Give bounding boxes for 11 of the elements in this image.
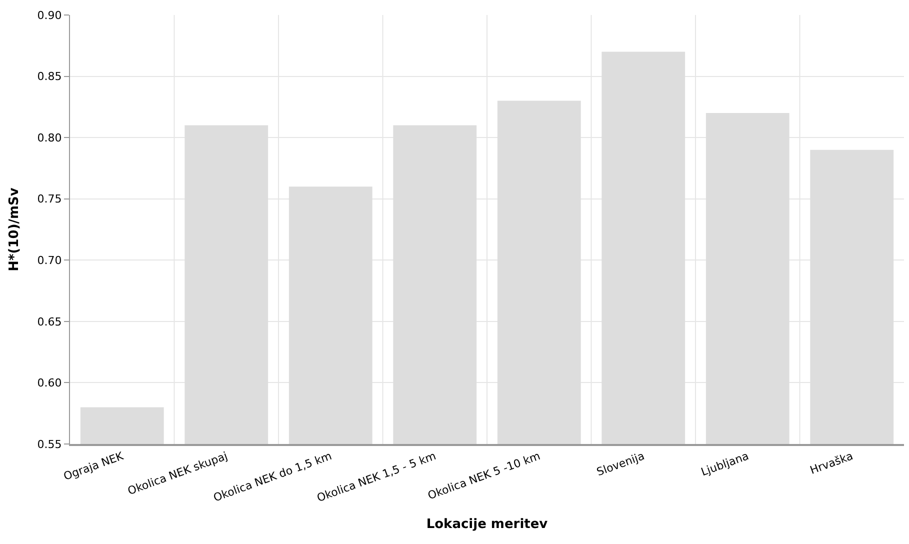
- y-tick-label: 0.85: [37, 70, 62, 84]
- y-tick-label: 0.55: [37, 438, 62, 451]
- y-tick-label: 0.90: [37, 8, 62, 22]
- x-axis-title: Lokacije meritev: [426, 516, 548, 532]
- y-tick-label: 0.70: [37, 254, 62, 267]
- x-tick-label: Ograja NEK: [62, 449, 126, 484]
- y-tick-label: 0.65: [37, 315, 62, 328]
- y-tick-label: 0.80: [37, 131, 62, 144]
- y-tick-label: 0.75: [37, 192, 62, 206]
- y-tick-label: 0.60: [37, 376, 62, 390]
- y-axis-title: H*(10)/mSv: [7, 187, 22, 272]
